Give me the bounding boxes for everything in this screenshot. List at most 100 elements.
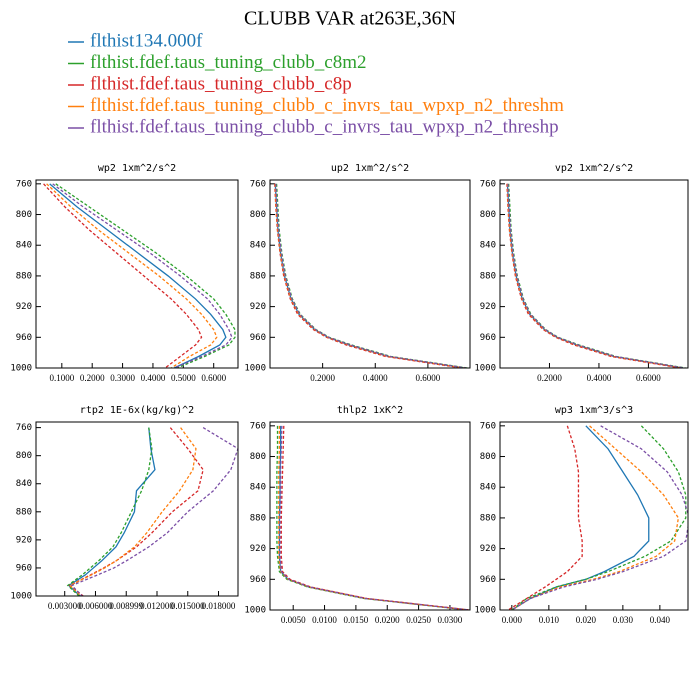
x-tick-label: 0.0300 [438, 615, 463, 625]
plot-frame [269, 421, 471, 611]
legend-label: flthist.fdef.taus_tuning_clubb_c_invrs_t… [90, 116, 559, 137]
panel-title: wp3 1xm^3/s^3 [555, 405, 633, 416]
y-tick-label: 960 [16, 563, 32, 573]
panel: wp2 1xm^2/s^2 760 800 840 880 920 960 1000 0.100… [10, 163, 239, 383]
series-line [55, 183, 236, 368]
y-tick-label: 1000 [474, 364, 496, 374]
y-tick-label: 760 [480, 179, 496, 189]
series-line [275, 183, 468, 368]
x-tick-label: 0.4000 [587, 373, 612, 383]
y-tick-label: 1000 [244, 606, 266, 616]
x-tick-label: 0.2000 [80, 373, 105, 383]
y-tick-label: 920 [16, 535, 32, 545]
series-line [46, 183, 218, 368]
series-line [276, 425, 468, 610]
series-line [274, 183, 465, 368]
x-tick-label: 0.0100 [312, 615, 337, 625]
y-tick-label: 920 [480, 544, 496, 554]
panel-title: rtp2 1E-6x(kg/kg)^2 [80, 405, 194, 416]
y-tick-label: 800 [480, 452, 496, 462]
legend-label: flthist134.000f [90, 30, 203, 51]
y-tick-label: 840 [16, 241, 32, 251]
y-tick-label: 960 [16, 333, 32, 343]
x-tick-label: 0.030 [613, 615, 634, 625]
y-tick-label: 1000 [10, 592, 32, 602]
series-line [70, 427, 238, 596]
series-line [511, 425, 687, 610]
y-tick-label: 1000 [474, 606, 496, 616]
x-tick-label: 0.0250 [406, 615, 431, 625]
panel: up2 1xm^2/s^2 760 800 840 880 920 960 1000 0.200… [244, 163, 471, 383]
panel-title: thlp2 1xK^2 [337, 405, 403, 416]
x-tick-label: 0.020 [576, 615, 597, 625]
panel: vp2 1xm^2/s^2 760 800 840 880 920 960 1000 0.200… [474, 163, 689, 383]
series-line [506, 183, 684, 368]
x-tick-label: 0.2000 [310, 373, 335, 383]
legend-label: flthist.fdef.taus_tuning_clubb_c_invrs_t… [90, 95, 564, 116]
y-tick-label: 880 [480, 513, 496, 523]
y-tick-label: 760 [250, 421, 266, 431]
x-tick-label: 0.000 [502, 615, 523, 625]
x-tick-label: 0.6000 [636, 373, 661, 383]
series-line [511, 425, 688, 610]
y-tick-label: 920 [250, 544, 266, 554]
y-tick-label: 840 [16, 479, 32, 489]
y-tick-label: 880 [250, 513, 266, 523]
x-tick-label: 0.010 [539, 615, 560, 625]
plot-frame [499, 179, 689, 369]
y-tick-label: 800 [16, 210, 32, 220]
x-tick-label: 0.018000 [202, 601, 236, 611]
plot-frame [499, 421, 689, 611]
x-tick-label: 0.003000 [48, 601, 82, 611]
y-tick-label: 960 [250, 575, 266, 585]
y-tick-label: 760 [480, 421, 496, 431]
x-tick-label: 0.040 [650, 615, 671, 625]
panel: wp3 1xm^3/s^3 760 800 840 880 920 960 1000 0.000… [474, 405, 689, 625]
plot-frame [269, 179, 471, 369]
x-tick-label: 0.015000 [171, 601, 205, 611]
x-tick-label: 0.2000 [537, 373, 562, 383]
panel: thlp2 1xK^2 760 800 840 880 920 960 1000 0.0050 0… [244, 405, 471, 625]
y-tick-label: 960 [250, 333, 266, 343]
x-tick-label: 0.0200 [375, 615, 400, 625]
y-tick-label: 880 [250, 271, 266, 281]
y-tick-label: 760 [16, 179, 32, 189]
y-tick-label: 800 [250, 452, 266, 462]
series-line [278, 425, 469, 610]
series-line [66, 427, 153, 596]
series-line [68, 427, 197, 596]
panel-title: up2 1xm^2/s^2 [331, 163, 409, 174]
x-tick-label: 0.3000 [110, 373, 135, 383]
panel: rtp2 1E-6x(kg/kg)^2 760 800 840 880 920 960 100… [10, 405, 239, 611]
x-tick-label: 0.006000 [79, 601, 113, 611]
x-tick-label: 0.5000 [171, 373, 196, 383]
series-line [52, 183, 233, 368]
y-tick-label: 880 [480, 271, 496, 281]
y-tick-label: 800 [250, 210, 266, 220]
y-tick-label: 800 [16, 451, 32, 461]
y-tick-label: 1000 [244, 364, 266, 374]
y-tick-label: 920 [250, 302, 266, 312]
series-line [43, 183, 203, 368]
y-tick-label: 920 [480, 302, 496, 312]
y-tick-label: 960 [480, 575, 496, 585]
x-tick-label: 0.4000 [141, 373, 166, 383]
y-tick-label: 760 [16, 423, 32, 433]
plot-frame [35, 421, 239, 597]
y-tick-label: 960 [480, 333, 496, 343]
x-tick-label: 0.012000 [140, 601, 174, 611]
legend-label: flthist.fdef.taus_tuning_clubb_c8m2 [90, 52, 367, 73]
x-tick-label: 0.6000 [201, 373, 226, 383]
y-tick-label: 880 [16, 271, 32, 281]
x-tick-label: 0.008999 [109, 601, 143, 611]
series-line [274, 183, 465, 368]
x-tick-label: 0.0050 [281, 615, 306, 625]
y-tick-label: 1000 [10, 364, 32, 374]
series-line [508, 183, 686, 368]
y-tick-label: 840 [250, 241, 266, 251]
series-line [278, 425, 469, 610]
y-tick-label: 800 [480, 210, 496, 220]
x-tick-label: 0.1000 [49, 373, 74, 383]
panel-title: wp2 1xm^2/s^2 [98, 163, 176, 174]
